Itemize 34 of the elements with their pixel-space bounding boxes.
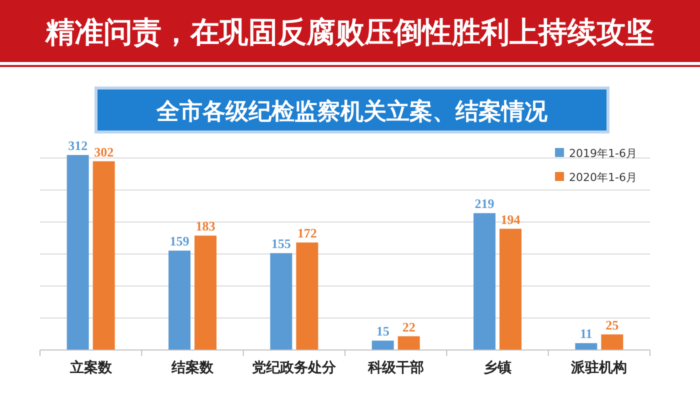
data-label: 11: [580, 326, 592, 342]
data-label: 219: [474, 196, 495, 212]
bar: [296, 242, 318, 350]
data-label: 183: [196, 218, 216, 234]
bar: [474, 213, 496, 350]
data-label: 172: [297, 226, 317, 240]
bar: [270, 253, 292, 350]
data-label: 15: [376, 324, 390, 339]
data-label: 22: [402, 319, 416, 334]
chart-subtitle: 全市各级纪检监察机关立案、结案情况: [156, 98, 548, 125]
bar: [575, 343, 598, 350]
data-label: 302: [94, 144, 114, 160]
bar: [372, 340, 394, 350]
data-label: 194: [500, 212, 521, 227]
bar: [168, 250, 190, 350]
data-label: 312: [68, 138, 88, 153]
legend-label: 2019年1-6月: [569, 147, 637, 160]
data-label: 159: [170, 234, 190, 249]
bar: [92, 161, 115, 350]
x-tick-label: 结案数: [170, 359, 214, 376]
x-tick-label: 立案数: [68, 359, 113, 376]
bar: [601, 334, 624, 350]
legend-label: 2020年1-6月: [569, 171, 637, 184]
data-label: 25: [606, 317, 620, 332]
bar: [398, 336, 420, 350]
x-tick-label: 党纪政务处分: [251, 360, 338, 376]
x-tick-label: 派驻机构: [570, 359, 628, 376]
chart-title: 精准问责，在巩固反腐败压倒性胜利上持续攻坚: [44, 15, 654, 49]
bar: [500, 228, 522, 350]
x-tick-label: 科级干部: [366, 359, 424, 376]
bar: [66, 155, 89, 350]
x-tick-label: 乡镇: [484, 359, 512, 376]
data-label: 155: [271, 236, 292, 252]
bar: [194, 236, 216, 350]
